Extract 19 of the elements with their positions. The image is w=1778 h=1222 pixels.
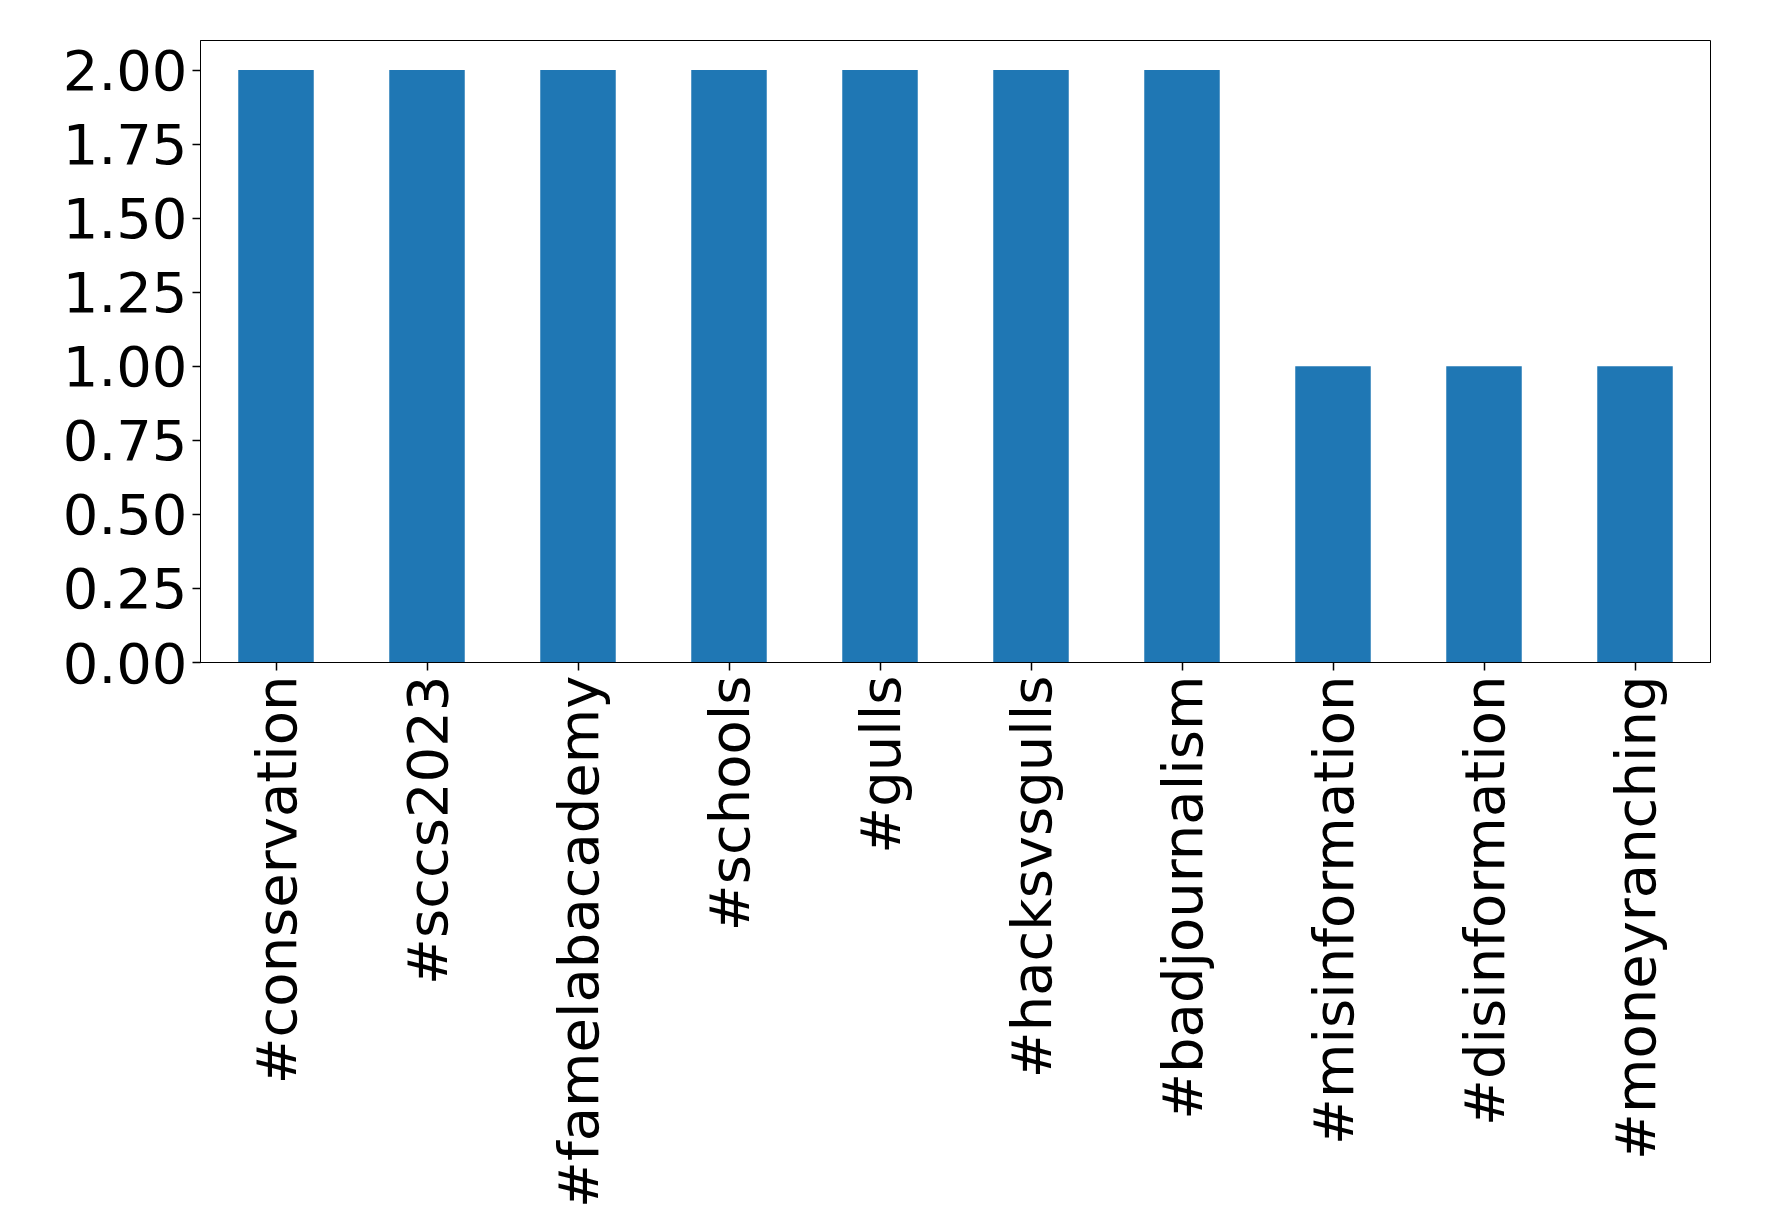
x-tick-label: #hacksvsgulls xyxy=(998,675,1064,1079)
x-tick-label: #badjournalism xyxy=(1149,675,1215,1120)
y-tick-label: 1.75 xyxy=(62,112,188,178)
x-tick-label: #moneyranching xyxy=(1602,675,1668,1161)
y-tick-label: 0.50 xyxy=(62,482,188,548)
x-tick-label: #sccs2023 xyxy=(394,675,460,985)
y-tick-label: 1.25 xyxy=(62,260,188,326)
x-tick-label: #famelabacademy xyxy=(545,675,611,1208)
y-tick-label: 1.00 xyxy=(62,334,188,400)
y-tick-label: 0.00 xyxy=(62,630,188,696)
y-tick-label: 0.25 xyxy=(62,556,188,622)
y-tick-label: 2.00 xyxy=(62,38,188,104)
x-tick-label: #schools xyxy=(696,675,762,932)
x-tick-label: #disinformation xyxy=(1451,675,1517,1126)
x-tick-label: #gulls xyxy=(847,675,913,854)
y-tick-label: 0.75 xyxy=(62,408,188,474)
x-tick-label: #conservation xyxy=(243,675,309,1085)
x-tick-label: #misinformation xyxy=(1300,675,1366,1145)
y-tick-label: 1.50 xyxy=(62,186,188,252)
